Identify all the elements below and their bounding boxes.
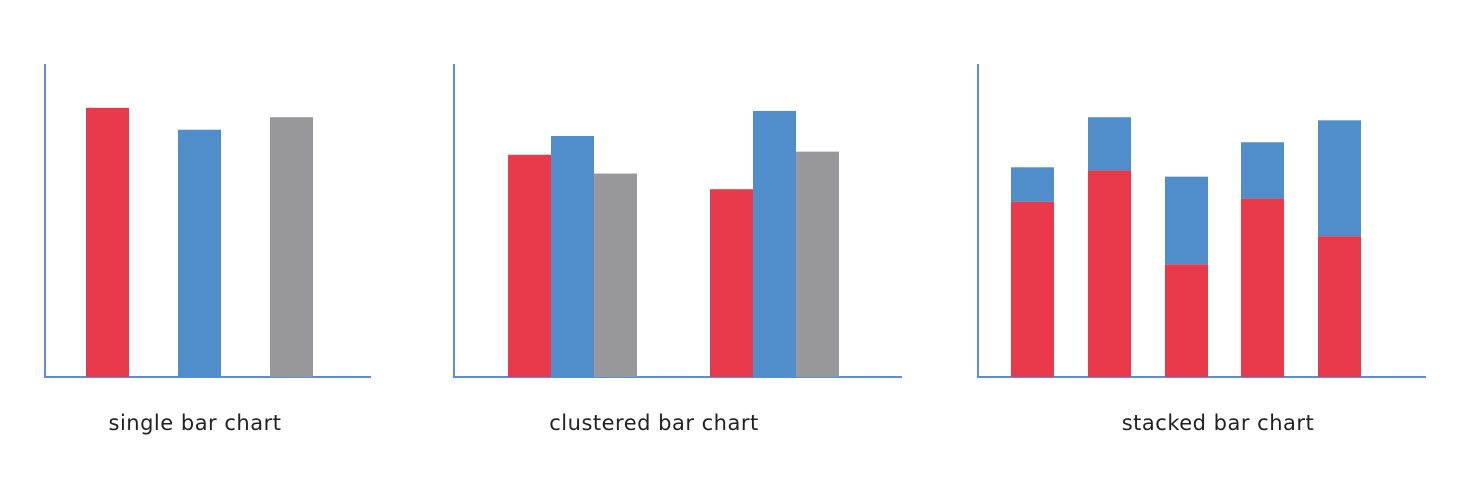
bar (551, 135, 594, 377)
bar (753, 110, 796, 377)
chart-title: clustered bar chart (549, 411, 758, 435)
bar-segment (1011, 167, 1054, 202)
bar-segment (1165, 176, 1208, 265)
bar-segment (1088, 117, 1131, 171)
bar (270, 117, 313, 378)
bar (710, 189, 753, 377)
bar (508, 154, 551, 377)
bar-segment (1318, 236, 1361, 377)
bar (178, 129, 221, 377)
chart-title: single bar chart (109, 411, 282, 435)
bar (594, 173, 637, 377)
bar-segment (1088, 170, 1131, 377)
bar (86, 107, 129, 377)
bar (796, 151, 839, 377)
bar-segment (1165, 264, 1208, 377)
bar-segment (1318, 120, 1361, 237)
chart-title: stacked bar chart (1122, 411, 1315, 435)
bar-segment (1241, 198, 1284, 377)
axis (44, 64, 371, 378)
bar-segment (1011, 201, 1054, 377)
bar-segment (1241, 142, 1284, 199)
